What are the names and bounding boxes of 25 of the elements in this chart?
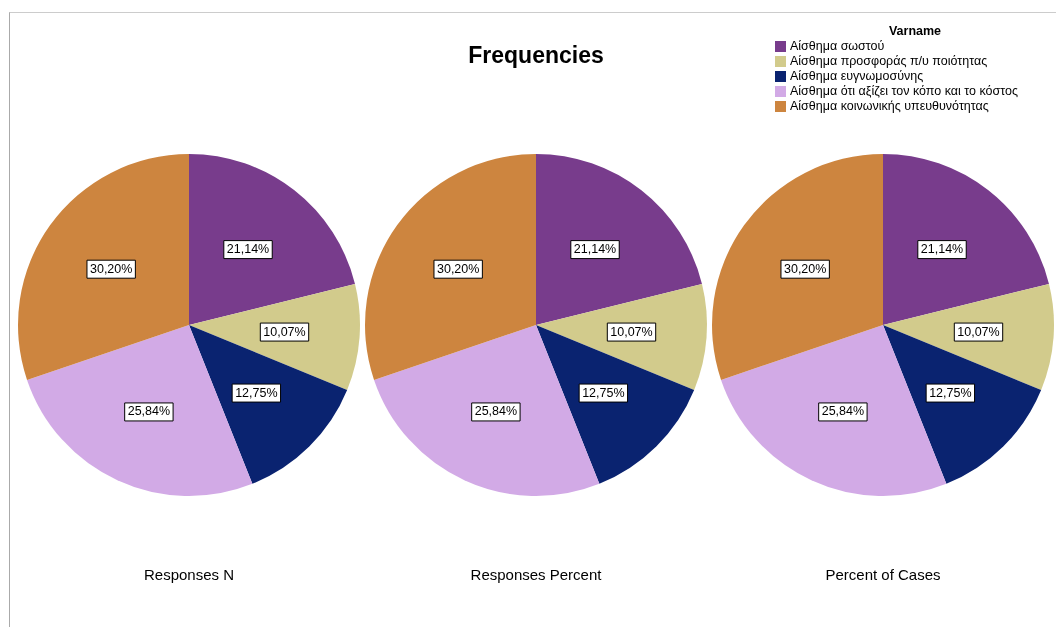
chart-title: Frequencies bbox=[467, 42, 605, 69]
data-label: 12,75% bbox=[235, 385, 278, 400]
data-label: 30,20% bbox=[783, 261, 827, 276]
data-label: 10,07% bbox=[610, 324, 653, 339]
text: Responses N bbox=[142, 566, 235, 583]
data-label: 25,84% bbox=[821, 404, 865, 419]
data-label: 21,14% bbox=[920, 242, 964, 257]
legend-label: Αίσθημα προσφοράς π/υ ποιότητας bbox=[790, 54, 988, 69]
data-label: 25,84% bbox=[127, 404, 171, 419]
data-label: 10,07% bbox=[957, 324, 1000, 339]
data-label: 25,84% bbox=[474, 404, 518, 419]
text: Responses Percent bbox=[469, 566, 603, 583]
data-label: 21,14% bbox=[573, 242, 617, 257]
data-label: 12,75% bbox=[582, 385, 625, 400]
legend-label: Αίσθημα κοινωνικής υπευθυνότητας bbox=[790, 99, 989, 114]
data-label: 30,20% bbox=[436, 261, 480, 276]
legend-title: Varname bbox=[887, 24, 943, 39]
legend-label: Αίσθημα ευγνωμοσύνης bbox=[790, 69, 924, 84]
text: Percent of Cases bbox=[824, 566, 942, 583]
data-label: 12,75% bbox=[929, 385, 972, 400]
data-label: 21,14% bbox=[226, 242, 270, 257]
data-label: 30,20% bbox=[89, 261, 133, 276]
legend-label: Αίσθημα σωστού bbox=[790, 39, 885, 54]
legend-label: Αίσθημα ότι αξίζει τον κόπο και το κόστος bbox=[790, 84, 1018, 99]
data-label: 10,07% bbox=[263, 324, 306, 339]
